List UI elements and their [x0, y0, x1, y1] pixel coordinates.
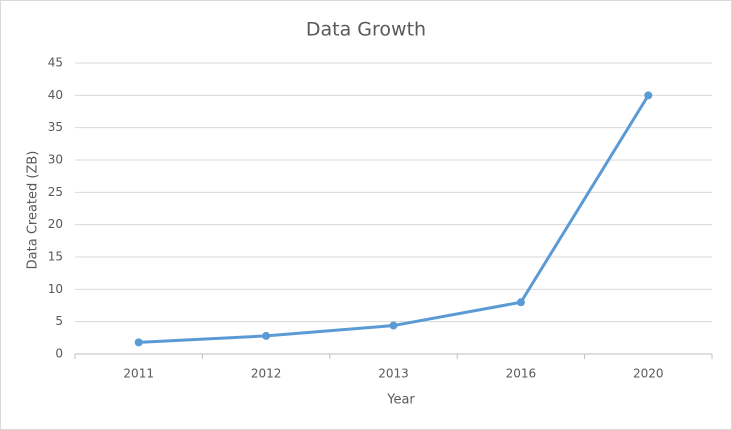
x-tick-label: 2013: [378, 367, 409, 381]
data-point: [389, 321, 398, 330]
x-tick-label: 2012: [251, 367, 282, 381]
x-tick-label: 2011: [123, 367, 154, 381]
x-axis-title: Year: [386, 393, 415, 408]
y-tick-label: 0: [55, 347, 63, 361]
y-tick-label: 5: [55, 314, 63, 328]
data-point: [262, 331, 271, 340]
data-point: [516, 298, 525, 307]
y-tick-label: 15: [48, 250, 63, 264]
y-tick-label: 25: [48, 185, 63, 199]
x-tick-label: 2020: [633, 367, 664, 381]
data-point: [644, 91, 653, 100]
data-point: [134, 338, 143, 347]
y-tick-label: 30: [48, 153, 63, 167]
y-axis-title: Data Created (ZB): [26, 151, 41, 270]
y-tick-label: 40: [48, 88, 63, 102]
x-tick-label: 2016: [506, 367, 537, 381]
y-tick-label: 45: [48, 56, 63, 70]
y-tick-label: 10: [48, 282, 63, 296]
y-tick-label: 20: [48, 217, 63, 231]
y-tick-label: 35: [48, 120, 63, 134]
chart-title: Data Growth: [306, 19, 426, 41]
